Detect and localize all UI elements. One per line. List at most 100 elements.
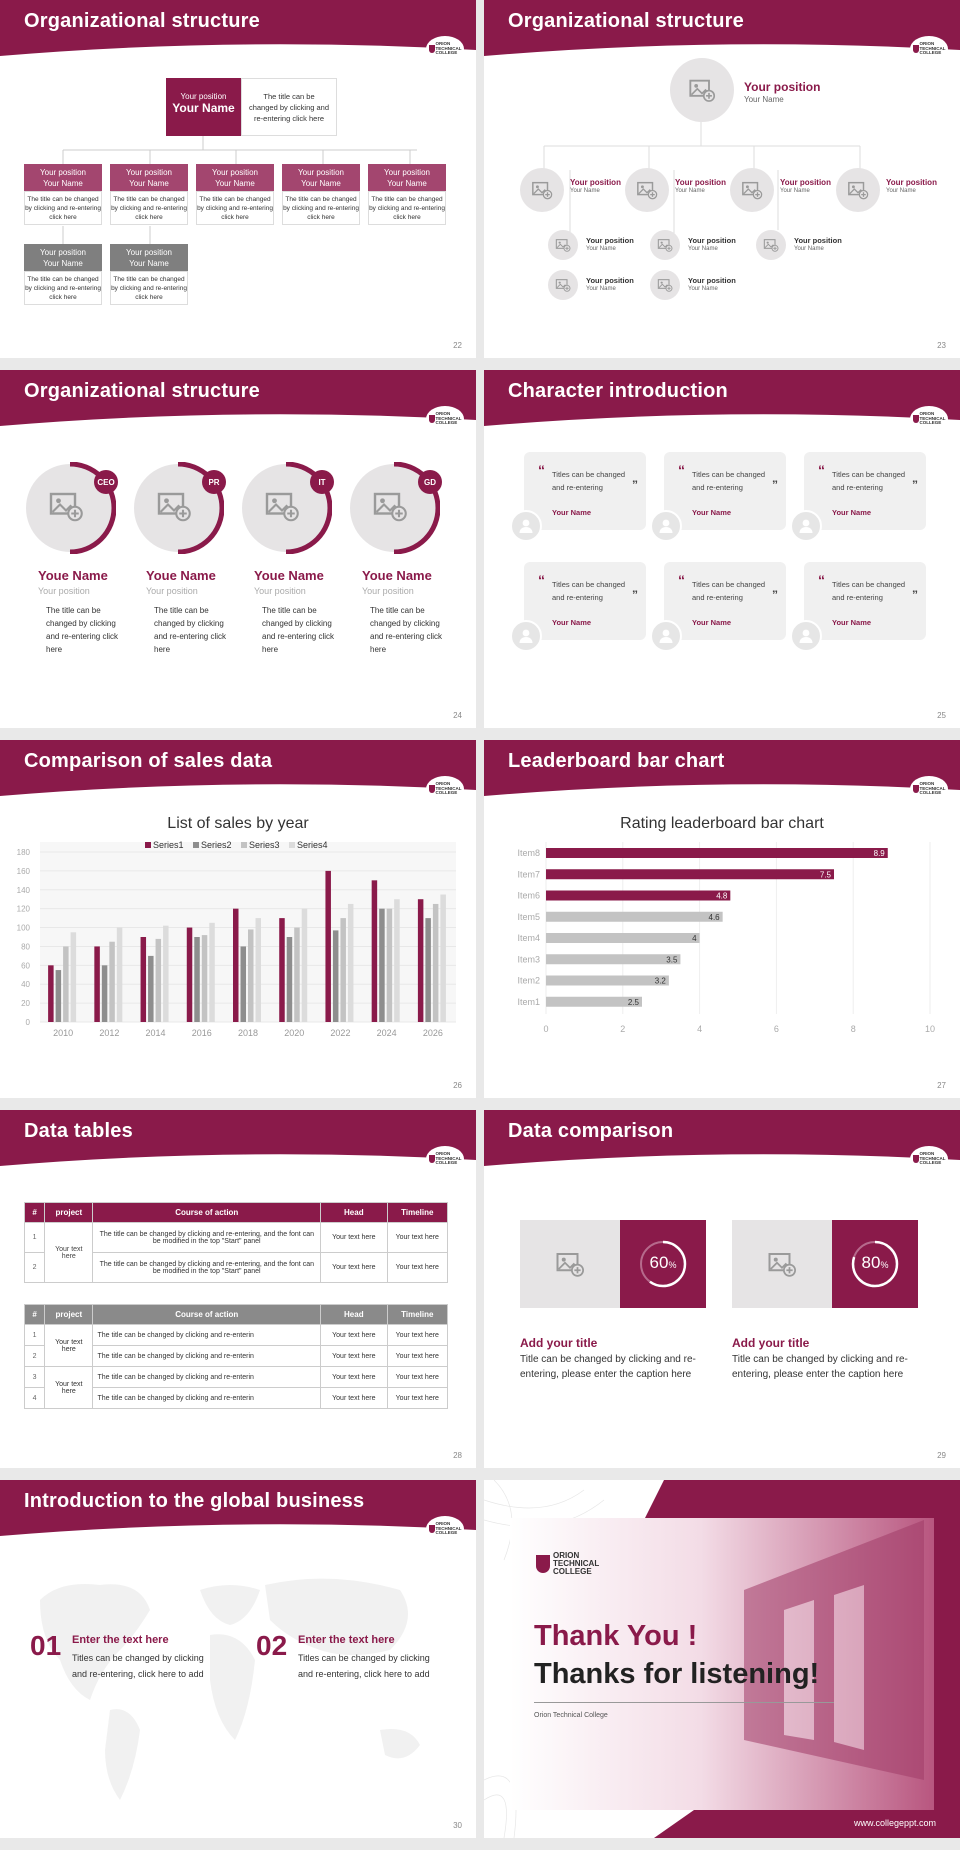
timeline-cell: Your text here (386, 1222, 449, 1253)
header-wave (0, 370, 476, 426)
header-wave (484, 0, 960, 56)
member-position: Your position (675, 178, 726, 187)
bar (248, 929, 254, 1022)
avatar (790, 620, 822, 652)
slide-title: Data tables (24, 1120, 133, 1142)
x-tick-label: 2024 (377, 1028, 397, 1038)
bar (301, 908, 308, 1022)
legend-swatch (241, 842, 247, 848)
y-tick-label: Item7 (517, 869, 540, 879)
bar (194, 937, 200, 1022)
x-tick-label: 0 (543, 1024, 548, 1034)
bar (63, 946, 69, 1022)
college-logo: ORION TECHNICAL COLLEGE (910, 1146, 948, 1172)
bar (255, 918, 261, 1022)
image-placeholder-icon (157, 492, 191, 522)
role-badge: CEO (94, 470, 118, 494)
table-header-cell: # (23, 1304, 46, 1325)
slide-title: Leaderboard bar chart (508, 750, 725, 772)
member-desc: The title can be changed by clicking and… (370, 606, 443, 654)
data-label: 3.5 (666, 955, 678, 964)
slide-thank-you[interactable]: ORION TECHNICAL COLLEGE Thank You ! Thanks… (484, 1480, 960, 1838)
college-logo: ORION TECHNICAL COLLEGE (426, 776, 464, 802)
bar (546, 848, 888, 858)
image-placeholder-icon (532, 181, 553, 200)
character-card (524, 562, 646, 640)
slide-26[interactable]: Comparison of sales data ORION TECHNICAL C… (0, 740, 476, 1098)
slide-30[interactable]: Introduction to the global business ORIO… (0, 1480, 476, 1838)
y-tick-label: 40 (21, 980, 30, 989)
thank-you-background (484, 1480, 960, 1838)
bar (201, 935, 208, 1022)
member-name: Your Name (886, 188, 916, 194)
timeline-cell: Your text here (386, 1324, 449, 1346)
thanks-for-listening: Thanks for listening! (534, 1658, 820, 1690)
image-placeholder-icon (555, 279, 571, 292)
x-tick-label: 6 (774, 1024, 779, 1034)
bar (546, 996, 642, 1007)
x-tick-label: 2 (620, 1024, 625, 1034)
divider (534, 1702, 834, 1703)
data-label: 3.2 (655, 977, 667, 986)
project-cell: Your text here (44, 1366, 94, 1409)
legend-entry: Series2 (201, 840, 232, 850)
thank-you-heading: Thank You ! (534, 1620, 698, 1652)
y-tick-label: 20 (21, 999, 30, 1008)
item-text: Title can be changed by clicking and re-… (732, 1354, 908, 1380)
user-icon (519, 519, 533, 533)
slide-title: Organizational structure (24, 10, 260, 32)
image-placeholder-icon (768, 1253, 796, 1277)
org-top-desc: The title can be changed by clicking and… (241, 78, 337, 136)
avatar (650, 620, 682, 652)
member-name: Your Name (586, 246, 616, 252)
table-header-cell: Head (320, 1202, 388, 1223)
action-cell: The title can be changed by clicking and… (92, 1222, 322, 1253)
member-photo (625, 168, 669, 212)
slide-22[interactable]: Organizational structure ORION TECHNICAL C… (0, 0, 476, 358)
legend-entry: Series4 (297, 840, 328, 850)
slide-23[interactable]: Organizational structure ORION TECHNICAL C… (484, 0, 960, 358)
item-heading: Enter the text here (72, 1634, 169, 1646)
action-cell: The title can be changed by clicking and… (92, 1387, 322, 1409)
org-member-box: Your position Your Name (24, 244, 102, 271)
bar (163, 925, 169, 1022)
slide-28[interactable]: Data tables ORION TECHNICAL COLLEGE # proje… (0, 1110, 476, 1468)
page-number: 30 (453, 1821, 462, 1830)
bar (546, 933, 700, 943)
data-label: 2.5 (628, 998, 640, 1007)
x-tick-label: 4 (697, 1024, 702, 1034)
quote-close-icon: ” (912, 478, 918, 492)
slide-24[interactable]: Organizational structure ORION TECHNICAL C… (0, 370, 476, 728)
table-header-cell: project (44, 1202, 94, 1223)
bar (386, 908, 393, 1022)
percent-box (620, 1220, 706, 1308)
bar (109, 941, 115, 1022)
table-header-cell: Course of action (92, 1202, 322, 1223)
quote-open-icon: “ (678, 462, 685, 478)
avatar (510, 510, 542, 542)
slide-25[interactable]: Character introduction ORION TECHNICAL COL… (484, 370, 960, 728)
percent-box (832, 1220, 918, 1308)
college-name: Orion Technical College (534, 1712, 608, 1719)
y-tick-label: 80 (21, 942, 30, 951)
bar (340, 918, 346, 1022)
x-tick-label: 2016 (192, 1028, 212, 1038)
table-row: 3 Your text here The title can be changed … (23, 1366, 449, 1409)
item-text: Title can be changed by clicking and re-… (520, 1354, 696, 1380)
college-logo: ORION TECHNICAL COLLEGE (426, 36, 464, 62)
item-number: 01 (30, 1630, 62, 1661)
card-text: Titles can be changed and re-entering (832, 470, 906, 492)
head-cell: Your text here (320, 1345, 388, 1367)
member-name: Youe Name (146, 568, 216, 583)
org-lines (543, 116, 861, 244)
table-header-cell: project (44, 1304, 94, 1325)
member-position: Your position (254, 586, 306, 596)
y-tick-label: Item8 (517, 848, 540, 858)
legend-entry: Series3 (249, 840, 280, 850)
slide-29[interactable]: Data comparison ORION TECHNICAL COLLEGE 60… (484, 1110, 960, 1468)
slide-title: Introduction to the global business (24, 1490, 365, 1512)
item-number: 02 (256, 1630, 288, 1661)
head-cell: Your text here (320, 1366, 388, 1388)
slide-27[interactable]: Leaderboard bar chart ORION TECHNICAL COLL… (484, 740, 960, 1098)
data-table-2: # project Course of action Head Timeline 1 You… (23, 1304, 449, 1409)
